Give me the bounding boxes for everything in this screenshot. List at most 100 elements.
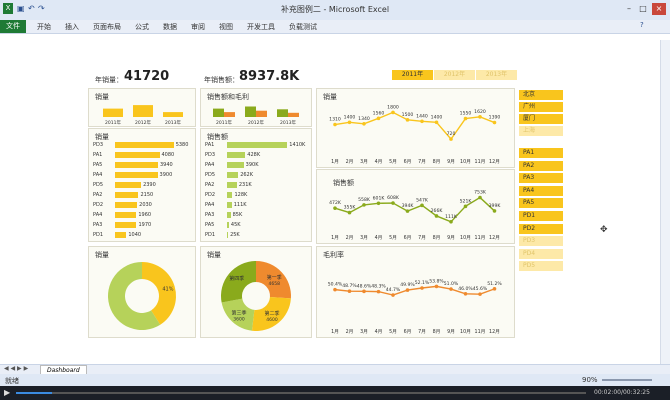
ribbon-tab-3[interactable]: 公式 <box>135 23 149 31</box>
x-tick-label: 6月 <box>404 235 412 241</box>
amt-by-product-panel: 销售额 PA1 1410K PD3 428K PA4 390K PD5 262K PA2 231K… <box>200 128 312 242</box>
series-line <box>334 285 495 296</box>
donut-label: 第四季 <box>229 275 244 282</box>
x-tick-label: 7月 <box>418 235 426 241</box>
product-filter-6[interactable]: PD2 <box>519 223 563 234</box>
undo-icon[interactable]: ↶ <box>28 4 35 13</box>
data-point <box>405 209 410 213</box>
region-filter-0[interactable]: 北京 <box>519 90 563 100</box>
product-filter-3[interactable]: PA4 <box>519 185 563 196</box>
product-filter-0[interactable]: PA1 <box>519 148 563 158</box>
region-filter-3[interactable]: 上海 <box>519 126 563 136</box>
bar-row: PA5 3940 <box>93 161 193 169</box>
x-tick-label: 2月 <box>346 235 354 241</box>
bar <box>115 212 137 218</box>
panel-title: 销量 <box>323 93 337 101</box>
data-label: 49.9% <box>400 282 415 288</box>
product-filter-9[interactable]: PD5 <box>519 261 563 272</box>
bar-category: PD5 <box>205 172 216 178</box>
year-filter-0[interactable]: 2011年 <box>392 70 433 80</box>
data-label: 1440 <box>416 113 428 119</box>
sheet-nav-icon[interactable]: ◀ ◀ ▶ ▶ <box>4 365 29 372</box>
bar-row: PA1 4080 <box>93 151 193 159</box>
bar <box>115 202 138 208</box>
data-label: 1560 <box>373 110 385 116</box>
year-filter-1[interactable]: 2012年 <box>434 70 475 80</box>
vertical-scrollbar[interactable] <box>660 40 670 365</box>
bar-category: PA5 <box>205 222 215 228</box>
file-tab[interactable]: 文件 <box>0 20 26 33</box>
data-label: 48.6% <box>357 283 372 289</box>
x-tick-label: 12月 <box>489 329 500 335</box>
year-filter-2[interactable]: 2013年 <box>476 70 517 80</box>
bar <box>227 162 244 168</box>
panel-title: 销售额 <box>207 133 228 141</box>
ribbon-tab-6[interactable]: 视图 <box>219 23 233 31</box>
product-filter-2[interactable]: PA3 <box>519 173 563 184</box>
bar-category: PA3 <box>93 222 103 228</box>
product-filter-5[interactable]: PD1 <box>519 211 563 221</box>
data-label: 1400 <box>431 114 443 120</box>
ribbon-tab-0[interactable]: 开始 <box>37 23 51 31</box>
data-point <box>333 287 337 292</box>
bar-category: PD5 <box>93 182 104 188</box>
ribbon-tab-2[interactable]: 页面布局 <box>93 23 121 31</box>
product-filter-7[interactable]: PD3 <box>519 236 563 247</box>
bar-row: PA4 3900 <box>93 171 193 179</box>
year-amt-bar <box>245 106 256 117</box>
product-filter-8[interactable]: PD4 <box>519 248 563 259</box>
year-tick-label: 2013年 <box>165 119 181 126</box>
data-label: 45.6% <box>473 286 488 292</box>
x-tick-label: 3月 <box>360 159 368 165</box>
series-line <box>334 196 495 223</box>
bar-value-label: 111K <box>233 202 247 208</box>
ribbon-tab-7[interactable]: 开发工具 <box>247 23 275 31</box>
series-line <box>334 111 495 141</box>
data-label: 53.8% <box>429 278 444 284</box>
zoom-slider[interactable] <box>602 379 652 381</box>
region-filter-1[interactable]: 广州 <box>519 102 563 112</box>
monthly-amt-panel: 销售额 472K 1月 355K 2月 558K 3月 601K 4月 608K 5月 394K 6月… <box>316 169 515 244</box>
close-icon[interactable]: × <box>652 3 666 15</box>
x-tick-label: 7月 <box>418 159 426 165</box>
help-icon[interactable]: ? <box>640 21 644 29</box>
data-point <box>492 209 497 213</box>
bar-category: PD2 <box>205 192 216 198</box>
bar <box>115 222 137 228</box>
progress-track[interactable] <box>16 392 586 394</box>
x-tick-label: 12月 <box>489 235 500 241</box>
bar <box>227 202 232 208</box>
x-tick-label: 11月 <box>475 159 486 165</box>
amt-kpi-value: 8937.8K <box>239 69 300 84</box>
minimize-icon[interactable]: – <box>627 4 631 13</box>
panel-title: 毛利率 <box>323 251 344 259</box>
save-icon[interactable]: ▣ <box>17 4 25 13</box>
redo-icon[interactable]: ↷ <box>38 4 45 13</box>
product-filter-4[interactable]: PA5 <box>519 198 563 209</box>
ribbon-tab-8[interactable]: 负载测试 <box>289 23 317 31</box>
data-label: 46.0% <box>458 286 473 292</box>
data-point <box>347 289 352 294</box>
maximize-icon[interactable]: □ <box>639 4 647 13</box>
bar <box>115 182 142 188</box>
data-point <box>478 195 482 200</box>
play-icon[interactable]: ▶ <box>4 388 11 397</box>
region-filter-2[interactable]: 厦门 <box>519 114 563 124</box>
data-label: 1550 <box>460 111 472 117</box>
data-point <box>434 120 439 125</box>
quarter-donut-panel: 销量 第一季 4658 第二季 4600 第三季 3600 第四季 <box>200 246 312 338</box>
product-filter-1[interactable]: PA2 <box>519 160 563 171</box>
data-label: 720 <box>447 131 456 137</box>
bar-row: PD3 5380 <box>93 141 193 149</box>
panel-title: 销量 <box>95 93 109 101</box>
status-bar: 就绪 90% <box>0 374 670 386</box>
bar-row: PA2 231K <box>205 181 305 189</box>
x-tick-label: 6月 <box>404 159 412 165</box>
ribbon-tab-5[interactable]: 审阅 <box>191 23 205 31</box>
ribbon-tabs: 文件 开始 插入 页面布局 公式 数据 审阅 视图 开发工具 负载测试 ? <box>0 20 670 34</box>
bar-value-label: 428K <box>247 152 261 158</box>
donut-label: 第三季 <box>231 309 246 316</box>
ribbon-tab-4[interactable]: 数据 <box>163 23 177 31</box>
bar-category: PA1 <box>93 152 103 158</box>
ribbon-tab-1[interactable]: 插入 <box>65 23 79 31</box>
